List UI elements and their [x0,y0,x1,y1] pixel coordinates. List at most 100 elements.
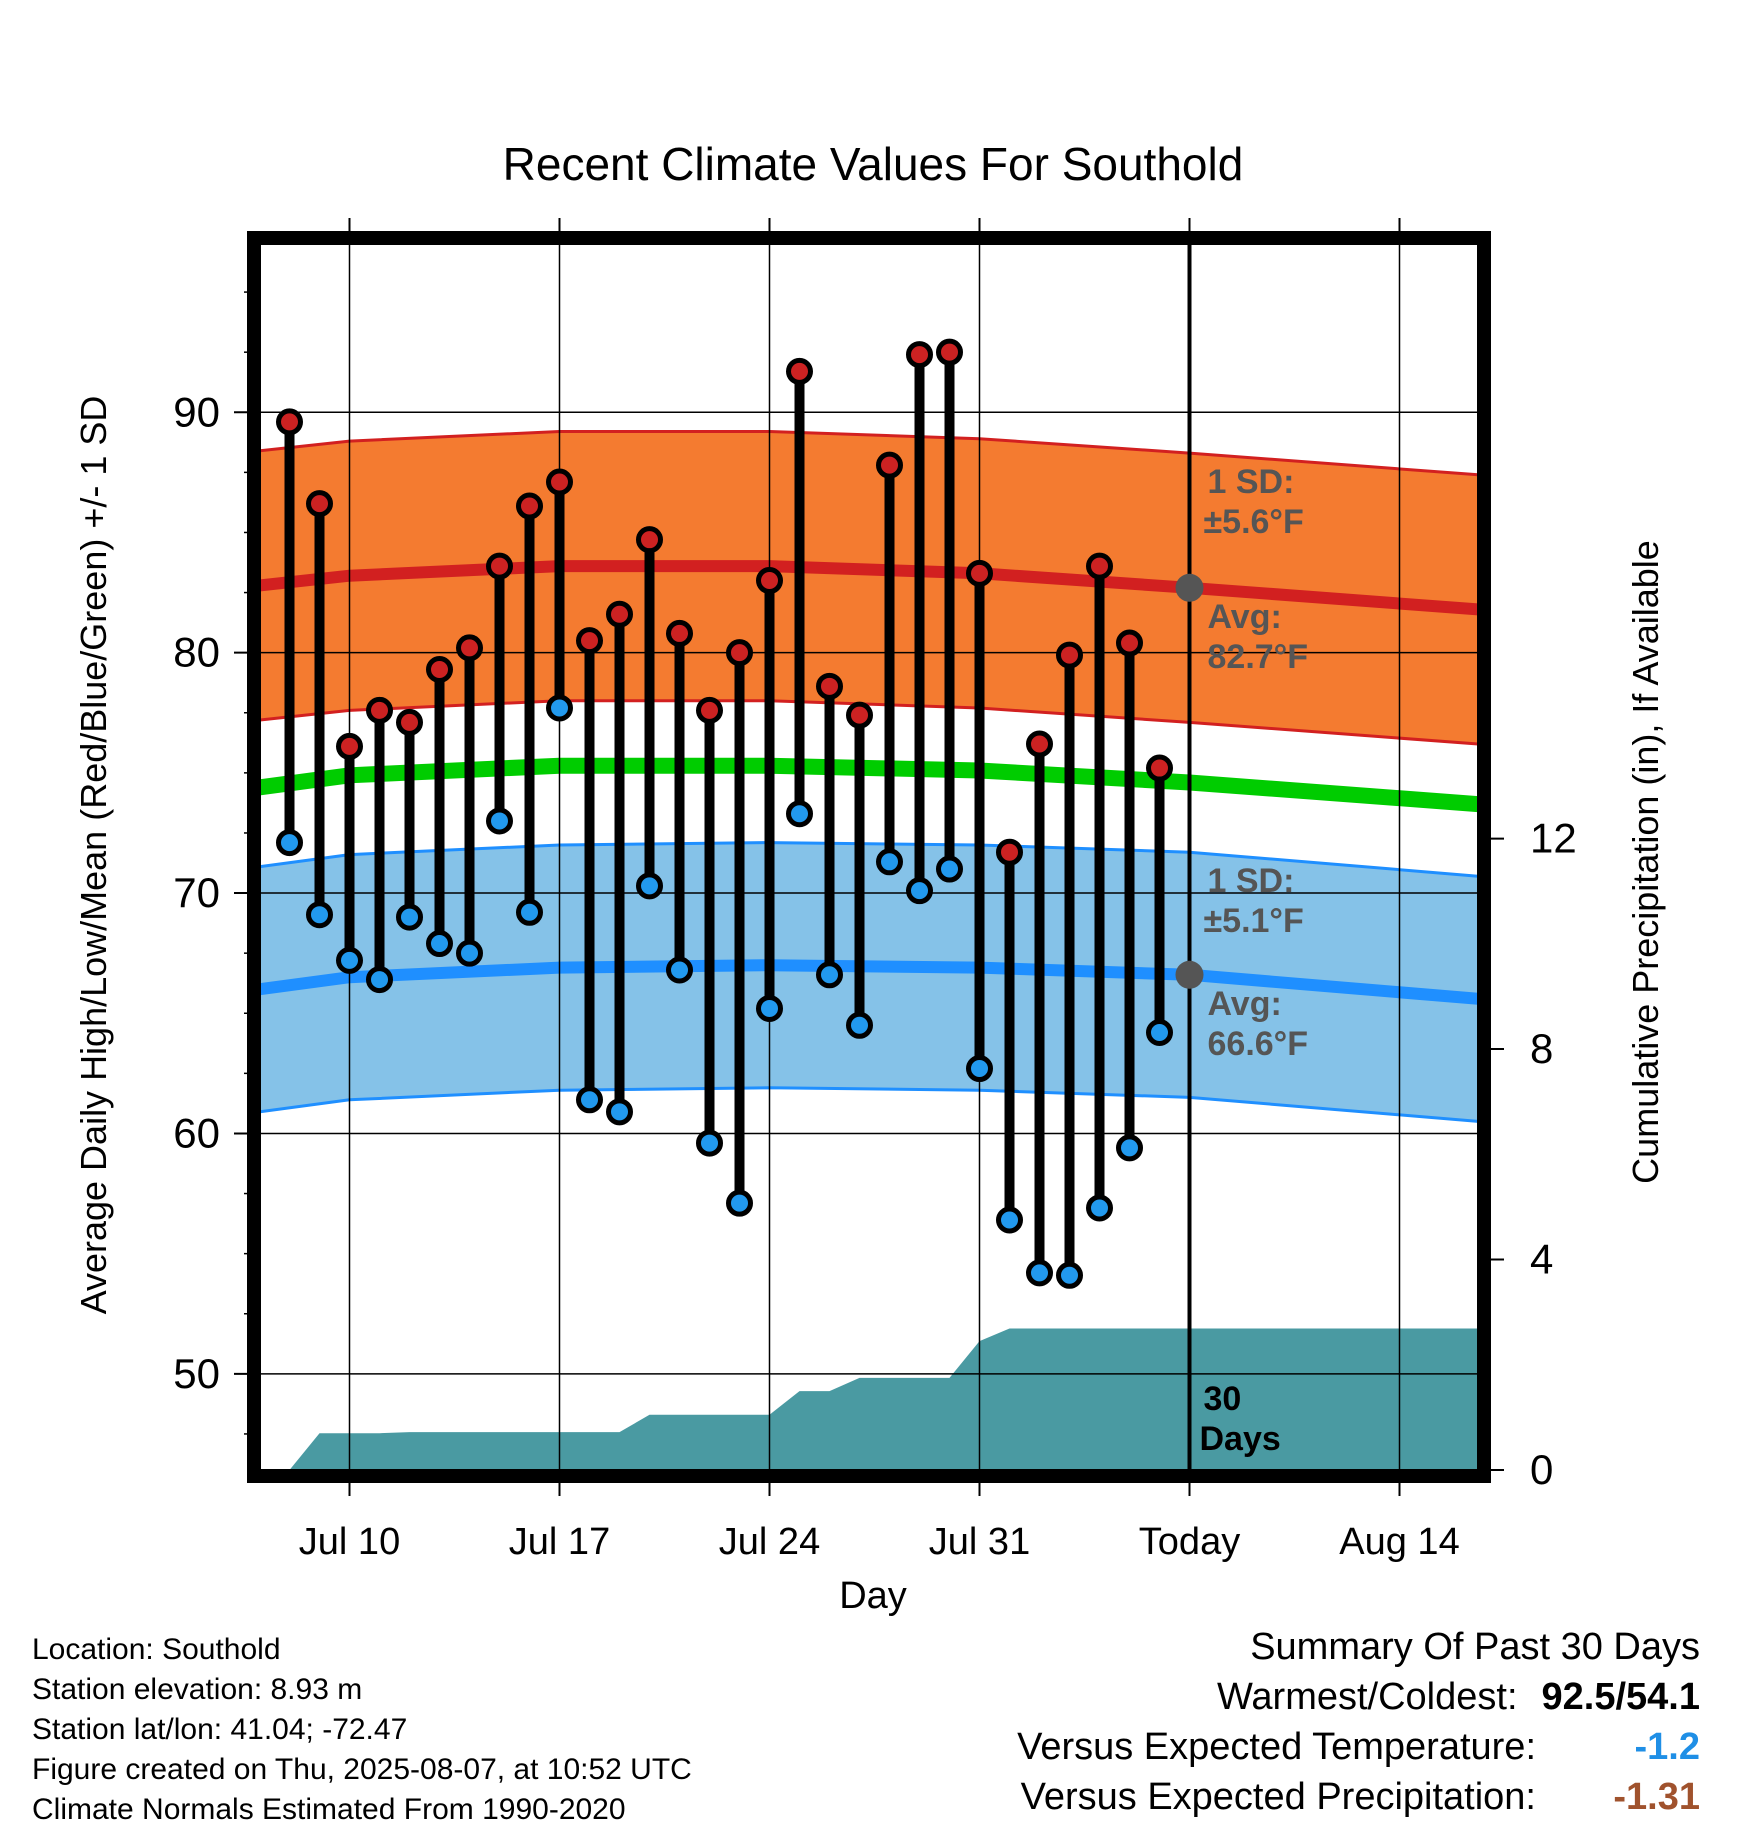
daily-low-point [786,800,813,828]
daily-low-point [906,877,933,905]
daily-low-point [306,901,333,929]
daily-high-point [306,490,333,518]
daily-high-point [1086,552,1113,580]
climate-chart: Recent Climate Values For Southold 1 SD:… [73,138,1666,1617]
daily-high-point [1116,629,1143,657]
daily-low-point [576,1086,603,1114]
high-sd-label: 1 SD: [1208,463,1295,501]
y-tick-label: 50 [173,1350,220,1397]
summary-panel: Summary Of Past 30 Days Warmest/Coldest:… [1017,1622,1700,1822]
daily-low-point [1026,1259,1053,1287]
daily-high-point [516,492,543,520]
precip-value: -1.31 [1613,1776,1700,1818]
daily-high-point [576,627,603,655]
daily-low-point [516,898,543,926]
high-sd-value: ±5.6°F [1204,503,1304,541]
temp-label: Versus Expected Temperature: [1017,1726,1536,1768]
x-tick-label: Aug 14 [1339,1521,1459,1563]
daily-low-point [426,930,453,958]
daily-low-point [756,994,783,1022]
daily-high-point [966,559,993,587]
daily-low-point [396,903,423,931]
daily-low-point [966,1055,993,1083]
temp-row: Versus Expected Temperature: -1.2 [1017,1722,1700,1772]
elevation-text: Station elevation: 8.93 m [32,1673,363,1706]
x-tick-label: Jul 10 [299,1521,400,1563]
warm-cold-value: 92.5/54.1 [1541,1676,1700,1718]
daily-low-point [336,946,363,974]
high-avg-value: 82.7°F [1208,638,1309,676]
low-sd-label: 1 SD: [1208,862,1295,900]
temp-value: -1.2 [1634,1726,1700,1768]
y2-tick-label: 0 [1530,1446,1553,1493]
low-avg-label: Avg: [1208,985,1282,1023]
daily-high-point [996,838,1023,866]
daily-high-point [606,600,633,628]
daily-high-point [1026,730,1053,758]
daily-low-point [846,1011,873,1039]
y-tick-label: 70 [173,869,220,916]
daily-low-point [726,1189,753,1217]
created-text: Figure created on Thu, 2025-08-07, at 10… [32,1753,692,1786]
daily-high-point [696,696,723,724]
warm-cold-label: Warmest/Coldest: [1216,1676,1518,1718]
daily-high-point [396,708,423,736]
daily-high-point [876,451,903,479]
daily-high-point [486,552,513,580]
today-days-label-line1: 30 [1204,1380,1242,1418]
daily-high-point [456,634,483,662]
low-avg-value: 66.6°F [1208,1025,1309,1063]
latlon-text: Station lat/lon: 41.04; -72.47 [32,1713,408,1746]
daily-low-point [876,848,903,876]
daily-low-point [366,966,393,994]
daily-low-point [456,939,483,967]
daily-low-point [276,829,303,857]
daily-low-point [1086,1194,1113,1222]
precip-label: Versus Expected Precipitation: [1020,1776,1536,1818]
y-tick-label: 60 [173,1109,220,1156]
warm-cold-row: Warmest/Coldest: 92.5/54.1 [1017,1672,1700,1722]
daily-low-point [1116,1134,1143,1162]
daily-low-point [816,961,843,989]
normals-text: Climate Normals Estimated From 1990-2020 [32,1793,626,1826]
daily-high-point [786,357,813,385]
daily-low-point [546,694,573,722]
daily-high-point [426,655,453,683]
daily-high-point [366,696,393,724]
daily-high-point [816,672,843,700]
y2-tick-label: 8 [1530,1025,1553,1072]
daily-high-point [546,468,573,496]
x-tick-label: Jul 24 [719,1521,820,1563]
daily-high-point [726,639,753,667]
station-info: Location: Southold Station elevation: 8.… [32,1630,692,1830]
x-tick-label: Jul 31 [929,1521,1030,1563]
y2-tick-label: 4 [1530,1236,1553,1283]
daily-low-point [936,855,963,883]
daily-low-point [1056,1261,1083,1289]
low-sd-value: ±5.1°F [1204,902,1304,940]
daily-high-point [336,732,363,760]
high-avg-label: Avg: [1208,598,1282,636]
daily-low-point [666,956,693,984]
daily-high-point [276,408,303,436]
daily-low-point [606,1098,633,1126]
daily-low-point [636,872,663,900]
daily-high-point [636,526,663,554]
daily-high-point [846,701,873,729]
daily-high-point [666,619,693,647]
daily-low-point [1146,1018,1173,1046]
daily-low-point [696,1129,723,1157]
daily-high-point [906,341,933,369]
daily-low-point [486,807,513,835]
x-axis-title: Day [839,1575,907,1617]
normal-low-band [260,842,1478,1122]
precipitation-area [289,1328,1478,1470]
plot-frame [247,231,1491,1483]
y-tick-label: 80 [173,629,220,676]
today-low-avg-marker [1175,960,1204,989]
daily-high-point [1146,754,1173,782]
daily-high-point [936,338,963,366]
x-tick-label: Jul 17 [509,1521,610,1563]
